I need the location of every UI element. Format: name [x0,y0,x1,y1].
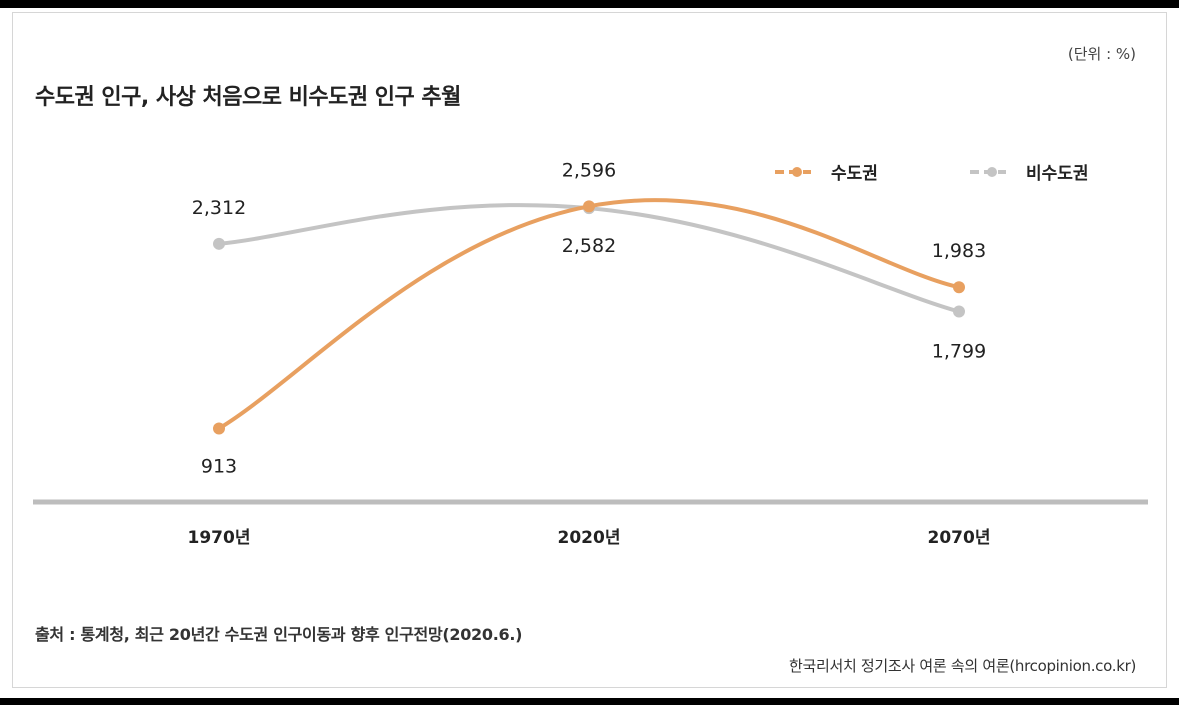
source-note: 출처 : 통계청, 최근 20년간 수도권 인구이동과 향후 인구전망(2020… [35,625,523,644]
credit-note: 한국리서치 정기조사 여론 속의 여론(hrcopinion.co.kr) [788,657,1136,675]
data-label: 2,582 [562,235,616,257]
data-label: 2,596 [562,159,616,181]
legend-label-noncapital: 비수도권 [1026,164,1089,184]
legend-item-noncapital: 비수도권 [968,159,1089,184]
legend-item-capital: 수도권 [773,159,878,184]
data-point [583,200,595,213]
data-label: 1,983 [932,240,986,262]
chart-frame: (단위 : %) 수도권 인구, 사상 처음으로 비수도권 인구 추월 수도권 … [0,8,1179,698]
unit-label: (단위 : %) [1067,45,1136,63]
data-point [953,281,965,294]
data-label: 913 [201,455,237,477]
chart-card: (단위 : %) 수도권 인구, 사상 처음으로 비수도권 인구 추월 수도권 … [12,12,1167,688]
x-tick-label: 2020년 [558,528,621,548]
x-tick-label: 2070년 [928,528,991,548]
legend-label-capital: 수도권 [831,164,878,184]
legend-swatch-capital [775,166,811,177]
data-point [213,422,225,435]
data-point [953,305,965,318]
data-label: 2,312 [192,197,246,219]
chart-title: 수도권 인구, 사상 처음으로 비수도권 인구 추월 [35,85,461,110]
x-tick-label: 1970년 [188,528,251,548]
series-line-1 [217,203,961,314]
legend-swatch-noncapital [970,166,1006,177]
data-label: 1,799 [932,341,986,363]
data-point [213,237,225,250]
line-chart: 1970년 2020년 2070년 2,312 2,582 1,799 913 2,596 1,… [33,159,1148,548]
